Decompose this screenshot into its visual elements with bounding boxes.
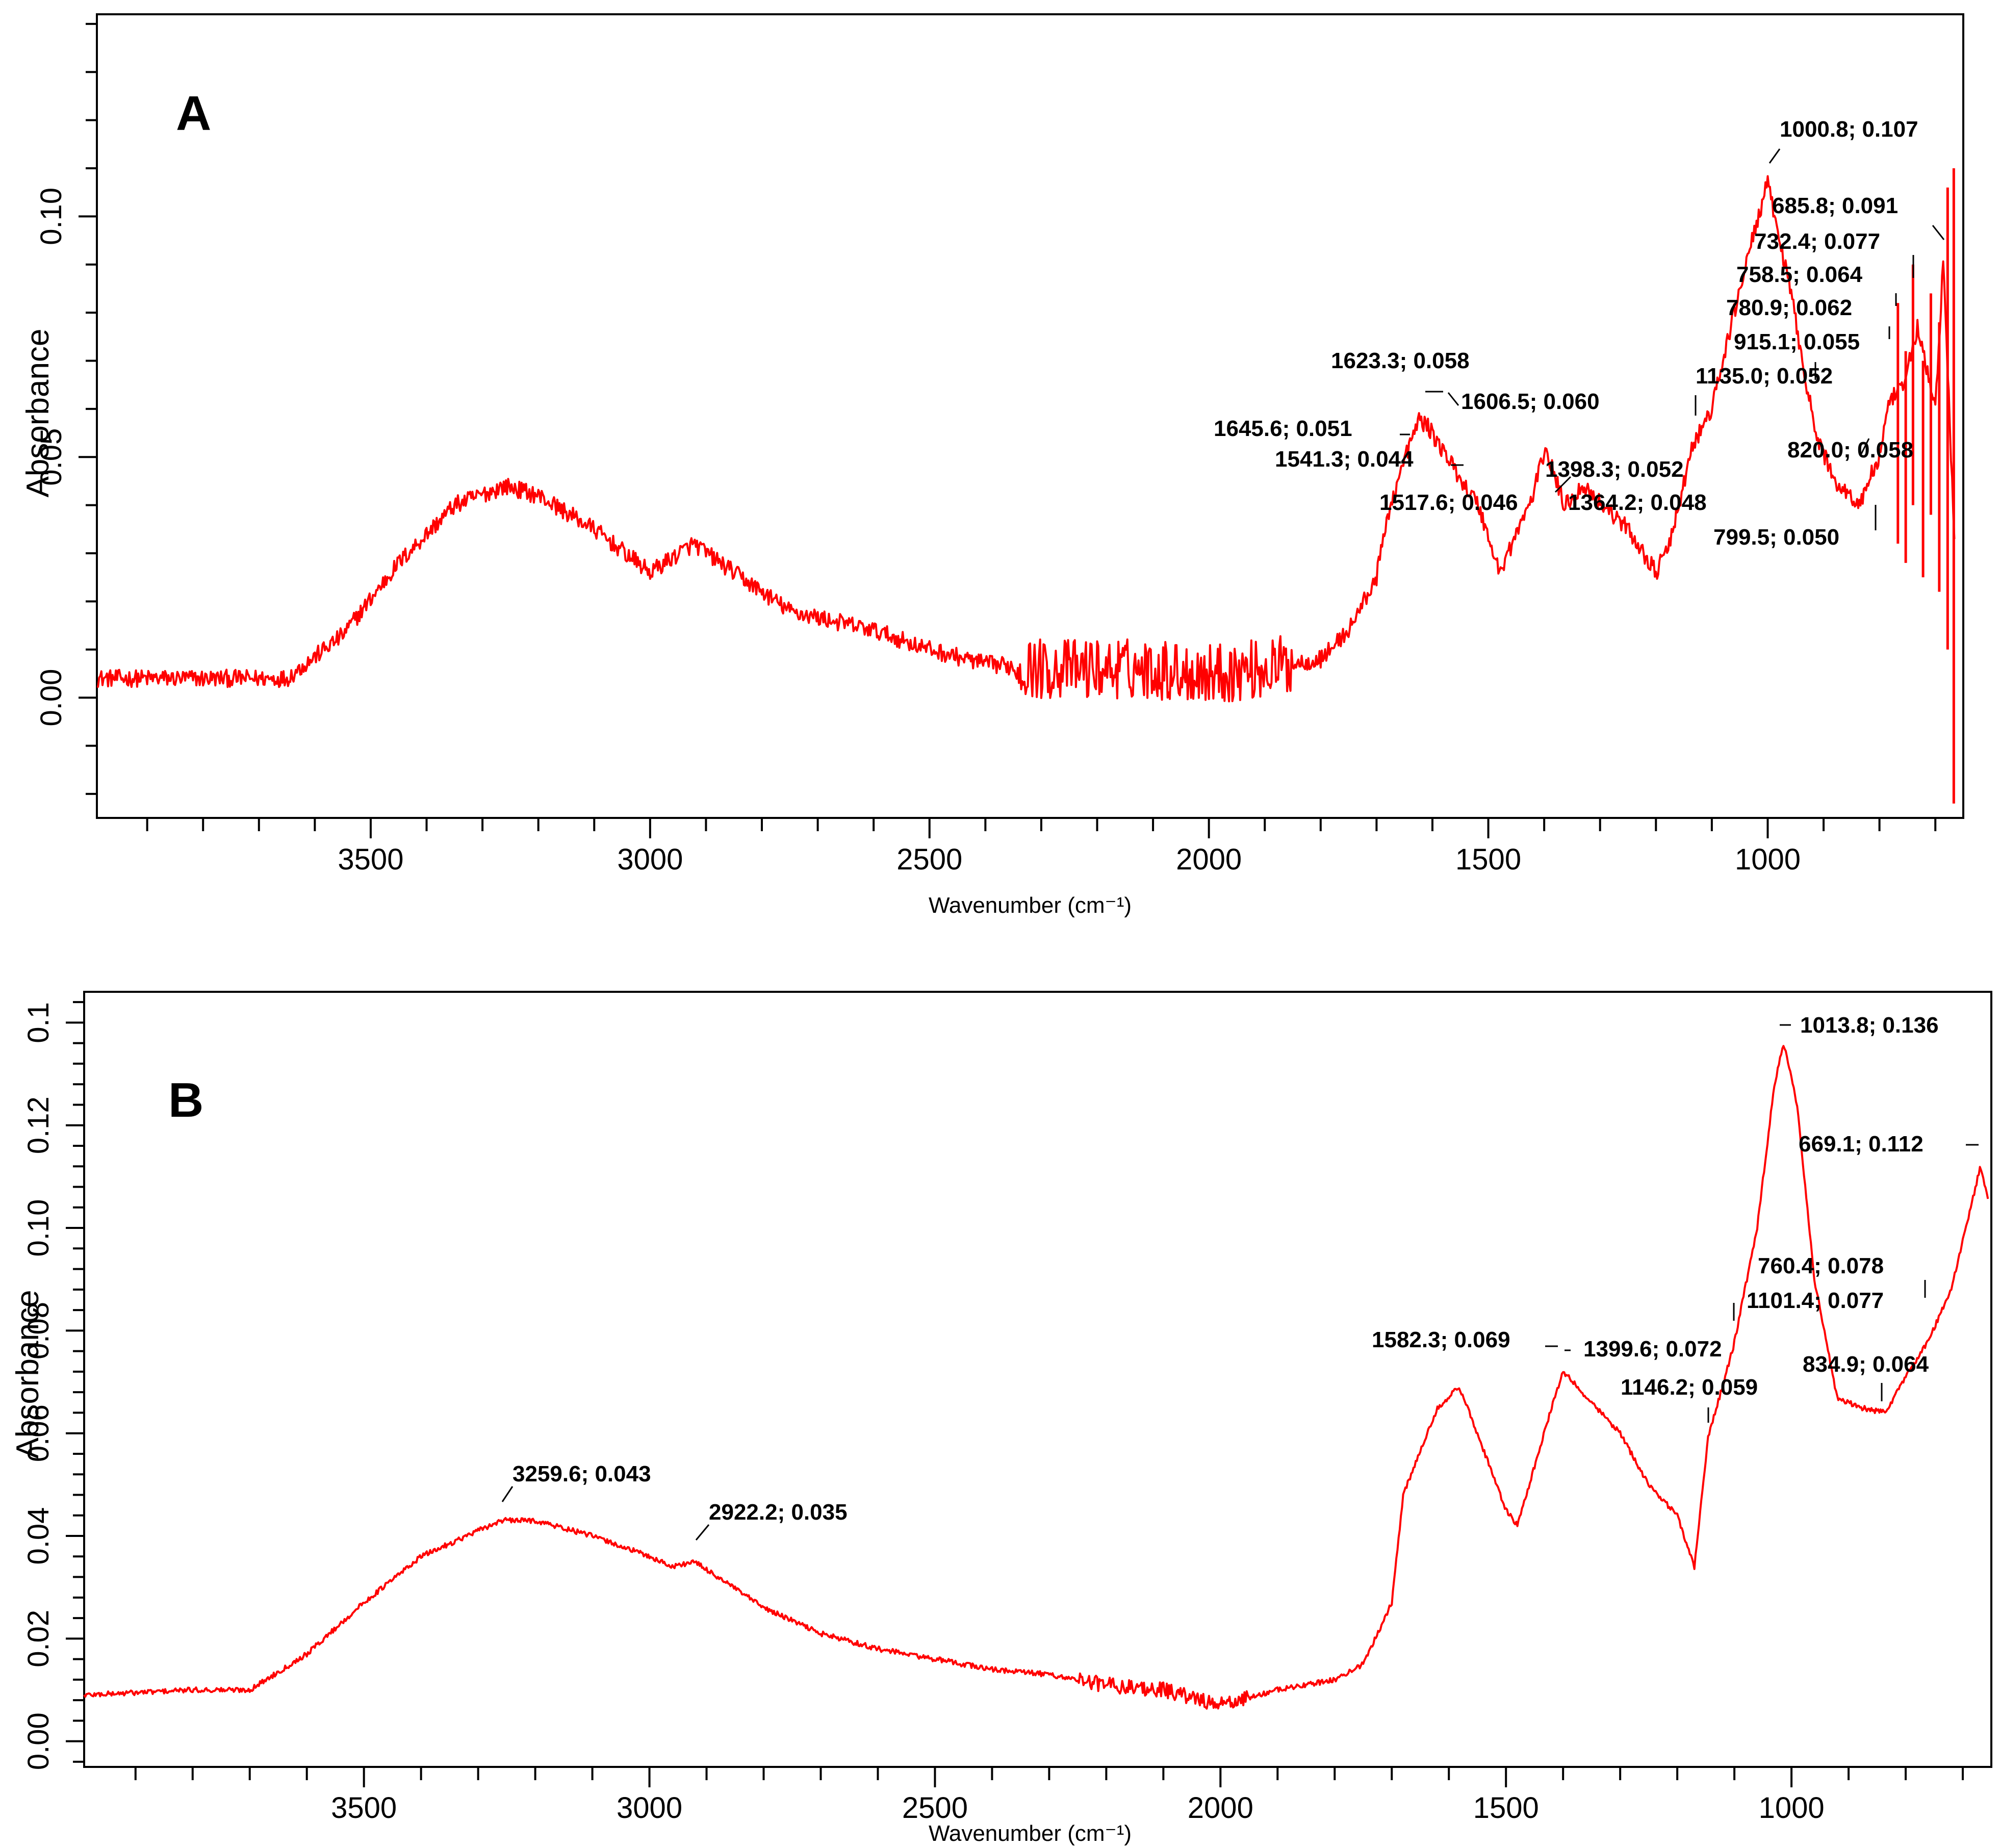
peak-annotation: 820.0; 0.058 [1787,438,1913,463]
peak-annotation: 1146.2; 0.059 [1621,1375,1758,1423]
peak-label: 1013.8; 0.136 [1800,1013,1939,1038]
peak-annotation: 1000.8; 0.107 [1768,117,1918,164]
x-tick-label: 2500 [902,1791,968,1825]
peak-label: 820.0; 0.058 [1787,438,1913,463]
peak-annotation: 799.5; 0.050 [1713,505,1877,550]
peak-label: 669.1; 0.112 [1799,1132,1924,1157]
peak-annotation: 915.1; 0.055 [1734,329,1860,380]
x-tick-label: 3000 [617,843,683,876]
x-axis-title: Wavenumber (cm⁻¹) [929,893,1132,918]
peak-label: 1135.0; 0.052 [1696,364,1833,389]
peak-annotation: 1541.3; 0.044 [1275,447,1464,472]
annotation-leader [1860,438,1870,454]
y-tick-label: 0.08 [22,1302,55,1359]
peak-annotation: 685.8; 0.091 [1772,193,1945,240]
y-tick-label: 0.10 [22,1199,55,1257]
peak-annotation: 1623.3; 0.058 [1331,348,1470,393]
y-tick-label: 0.12 [22,1096,55,1154]
peak-annotation: 1135.0; 0.052 [1695,364,1833,416]
y-tick-label: 0.10 [35,188,68,245]
peak-label: 1398.3; 0.052 [1545,457,1684,482]
x-tick-label: 1000 [1735,843,1801,876]
peak-annotation: 758.5; 0.064 [1736,262,1897,306]
spectrum-line [83,1045,1989,1710]
annotation-leader [695,1524,710,1541]
peak-label: 685.8; 0.091 [1772,193,1898,218]
peak-label: 1101.4; 0.077 [1747,1288,1884,1313]
peak-annotation: 1101.4; 0.077 [1733,1288,1884,1321]
peak-annotation: 732.4; 0.077 [1754,229,1914,278]
y-tick-label: 0.00 [22,1712,55,1770]
peak-annotation: 1399.6; 0.072 [1565,1337,1722,1362]
peak-label: 915.1; 0.055 [1734,329,1860,354]
peak-annotation: 834.9; 0.064 [1803,1352,1929,1401]
peak-annotation: 1398.3; 0.052 [1545,457,1684,493]
peak-label: 1606.5; 0.060 [1461,389,1600,414]
peak-annotation: 669.1; 0.112 [1799,1132,1979,1157]
peak-label: 1541.3; 0.044 [1275,447,1414,472]
peak-annotation: 1645.6; 0.051 [1214,416,1410,441]
peak-label: 1364.2; 0.048 [1568,490,1707,515]
peak-label: 758.5; 0.064 [1736,262,1863,287]
plot-frame [83,991,1992,1768]
peak-label: 1623.3; 0.058 [1331,348,1470,373]
peak-label: 834.9; 0.064 [1803,1352,1929,1377]
peak-annotation: 1013.8; 0.136 [1780,1013,1939,1038]
peak-annotation: 760.4; 0.078 [1758,1253,1926,1298]
x-tick-label: 2000 [1188,1791,1253,1825]
plot-frame [96,13,1964,819]
x-tick-label: 3000 [617,1791,682,1825]
x-tick-label: 3500 [331,1791,397,1825]
y-tick-label: 0.05 [35,428,68,486]
peak-label: 732.4; 0.077 [1754,229,1880,254]
peak-label: 1645.6; 0.051 [1214,416,1352,441]
peak-label: 2922.2; 0.035 [709,1500,848,1525]
y-tick-label: 0.06 [22,1404,55,1462]
peak-label: 1146.2; 0.059 [1621,1375,1758,1400]
peak-annotation: 3259.6; 0.043 [501,1461,651,1502]
peak-label: 1399.6; 0.072 [1583,1337,1722,1362]
panel-a: 3500 3000 2500 2000 1500 1000 0.00 0.05 0.10 Abso… [20,13,1964,918]
annotation-leader [501,1486,514,1502]
panel-letter: B [168,1073,203,1127]
peak-label: 760.4; 0.078 [1758,1253,1884,1278]
x-tick-label: 1500 [1473,1791,1539,1825]
y-tick-label: 0.02 [22,1610,55,1667]
y-axis-title: Absorbance [10,1290,45,1459]
annotation-leader [1554,476,1572,493]
y-tick-label: 0.04 [22,1507,55,1565]
annotation-leader [1932,225,1945,240]
spectrum-line [96,175,1956,703]
x-tick-label: 2000 [1176,843,1242,876]
x-tick-label: 1000 [1759,1791,1825,1825]
peak-label: 799.5; 0.050 [1713,525,1839,550]
y-axis-title: Absorbance [20,329,56,498]
y-tick-label: 0.1 [22,1002,55,1043]
peak-annotation: 1582.3; 0.069 [1372,1327,1558,1352]
x-tick-label: 2500 [896,843,962,876]
peak-annotation: 1364.2; 0.048 [1568,490,1707,515]
peak-annotation: 2922.2; 0.035 [695,1500,848,1541]
peak-label: 1517.6; 0.046 [1379,490,1518,515]
panel-letter: A [176,86,211,141]
peak-label: 1000.8; 0.107 [1780,117,1918,142]
y-tick-label: 0.00 [35,669,68,727]
x-tick-label: 1500 [1455,843,1521,876]
x-tick-label: 3500 [338,843,403,876]
peak-label: 3259.6; 0.043 [512,1461,651,1486]
x-axis-title: Wavenumber (cm⁻¹) [929,1821,1132,1846]
panel-b: 3500 3000 2500 2000 1500 1000 0.00 0.02 0.04 0.06… [10,991,1992,1846]
annotation-leader [1447,392,1459,406]
peak-annotation: 780.9; 0.062 [1726,295,1890,339]
annotation-leader [1768,148,1781,164]
peak-annotation: 1606.5; 0.060 [1447,389,1600,414]
peak-annotation: 1517.6; 0.046 [1379,490,1518,515]
peak-label: 780.9; 0.062 [1726,295,1852,320]
peak-label: 1582.3; 0.069 [1372,1327,1510,1352]
